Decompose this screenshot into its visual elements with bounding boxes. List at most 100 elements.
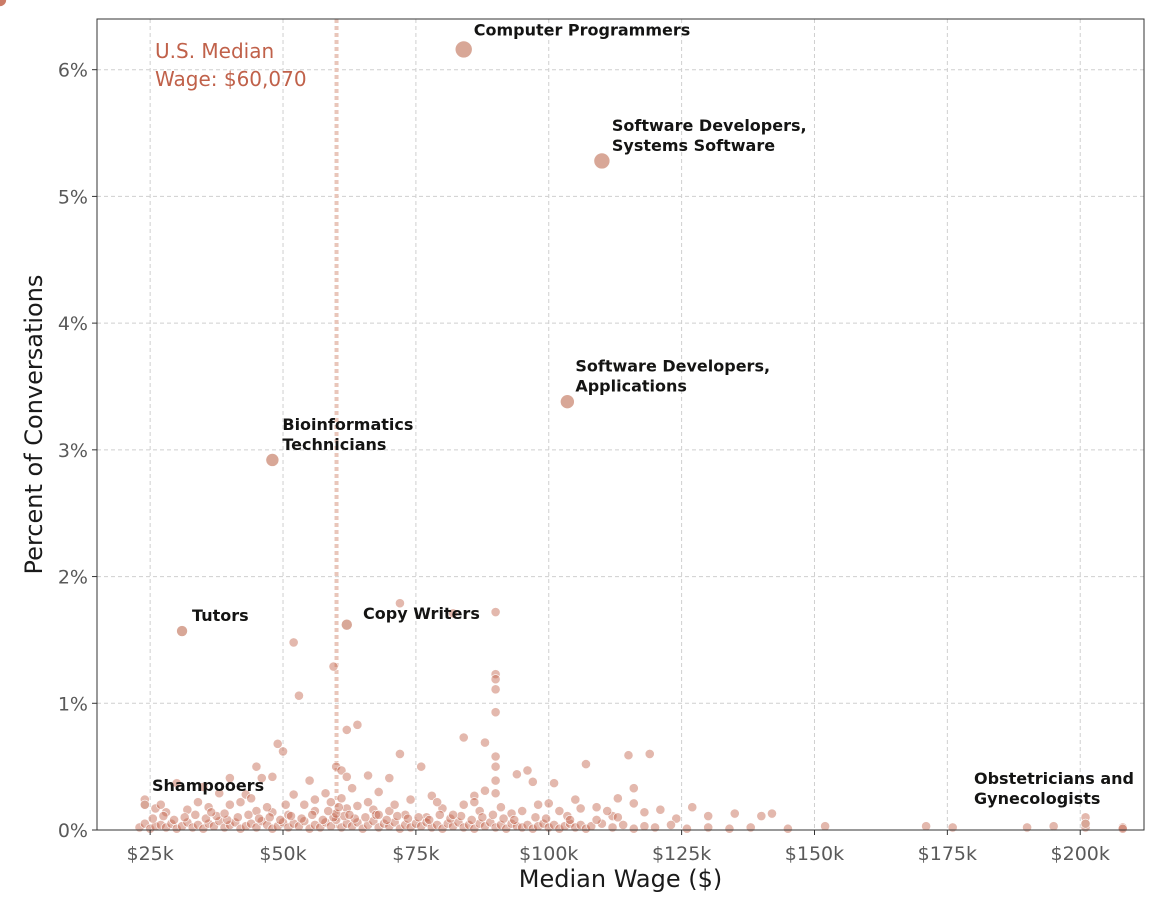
data-point xyxy=(490,669,501,680)
y-axis-title: Percent of Conversations xyxy=(20,275,48,575)
data-point xyxy=(729,808,740,819)
data-point xyxy=(341,771,352,782)
point-annotation-line: Gynecologists xyxy=(974,789,1100,808)
data-point xyxy=(384,773,395,783)
data-point xyxy=(628,798,639,809)
data-point xyxy=(724,823,735,834)
data-point xyxy=(424,814,435,825)
data-point xyxy=(288,818,299,829)
data-point xyxy=(264,812,275,823)
data-point xyxy=(254,813,264,824)
data-point xyxy=(448,821,458,832)
highlighted-point xyxy=(560,394,575,409)
data-point xyxy=(490,684,501,695)
data-point xyxy=(498,813,509,824)
data-point xyxy=(193,797,203,808)
data-point xyxy=(559,821,570,832)
data-point xyxy=(501,823,512,834)
highlighted-point xyxy=(454,40,473,59)
data-point xyxy=(341,818,352,829)
data-point xyxy=(581,823,591,834)
data-point xyxy=(745,822,756,833)
y-tick-label: 0% xyxy=(58,820,88,842)
data-point xyxy=(286,811,296,821)
data-point xyxy=(272,738,283,749)
data-point xyxy=(490,788,501,799)
data-point xyxy=(235,823,246,834)
data-point xyxy=(230,817,241,828)
data-point xyxy=(278,746,288,757)
data-point xyxy=(466,814,477,825)
data-point xyxy=(533,799,544,810)
data-point xyxy=(214,816,225,827)
data-point xyxy=(371,809,381,820)
data-point xyxy=(644,749,655,759)
data-point xyxy=(333,802,344,813)
data-point xyxy=(485,817,496,828)
x-tick-label: $50k xyxy=(259,843,306,865)
point-annotation-line: Computer Programmers xyxy=(474,20,691,39)
data-point xyxy=(612,793,623,804)
data-point xyxy=(453,817,464,828)
data-point xyxy=(509,814,520,825)
data-point xyxy=(490,775,501,786)
data-point xyxy=(392,811,403,821)
data-point xyxy=(198,823,209,834)
data-point xyxy=(413,812,424,823)
data-point xyxy=(294,690,304,701)
data-point xyxy=(347,783,358,794)
data-point xyxy=(437,803,448,814)
data-point xyxy=(352,719,363,730)
data-point xyxy=(628,783,639,794)
data-point xyxy=(448,608,458,619)
data-point xyxy=(222,814,233,825)
highlighted-point xyxy=(593,152,611,170)
data-point xyxy=(347,821,358,832)
data-point xyxy=(363,797,373,808)
data-point xyxy=(251,806,262,816)
highlighted-point xyxy=(1080,818,1091,829)
data-point xyxy=(820,821,831,832)
data-point xyxy=(671,813,682,824)
data-point xyxy=(490,674,501,685)
data-point xyxy=(209,821,219,832)
data-point xyxy=(488,809,498,820)
point-annotation: Software Developers, Systems Software xyxy=(612,116,807,155)
data-point xyxy=(703,822,714,833)
data-point xyxy=(756,811,767,821)
point-annotation-line: Technicians xyxy=(282,435,386,454)
data-point xyxy=(224,799,235,810)
point-annotation-line: Copy Writers xyxy=(363,604,480,623)
data-point xyxy=(549,778,559,789)
data-point xyxy=(320,788,331,799)
data-point xyxy=(628,823,639,834)
data-point xyxy=(246,818,257,829)
data-point xyxy=(275,814,286,825)
y-tick-label: 4% xyxy=(58,313,88,335)
data-point xyxy=(246,793,257,804)
data-point xyxy=(395,823,405,834)
data-point xyxy=(591,814,602,825)
data-point xyxy=(336,765,347,776)
highlighted-point xyxy=(340,618,353,631)
data-point xyxy=(224,773,235,783)
data-point xyxy=(437,823,448,834)
data-point xyxy=(243,809,254,820)
data-point xyxy=(666,820,676,830)
data-point xyxy=(198,782,209,792)
data-point xyxy=(434,809,445,820)
data-point xyxy=(214,788,225,799)
data-point xyxy=(480,821,490,832)
data-point xyxy=(299,799,310,810)
x-tick-label: $200k xyxy=(1051,843,1110,865)
data-point xyxy=(304,775,315,786)
data-point xyxy=(368,804,379,815)
data-point xyxy=(171,778,182,789)
data-point xyxy=(267,807,278,818)
data-point xyxy=(591,802,602,813)
data-point xyxy=(586,821,597,832)
data-point xyxy=(703,811,714,821)
data-point xyxy=(565,814,575,825)
data-point xyxy=(602,806,613,816)
highlighted-point xyxy=(265,453,280,467)
